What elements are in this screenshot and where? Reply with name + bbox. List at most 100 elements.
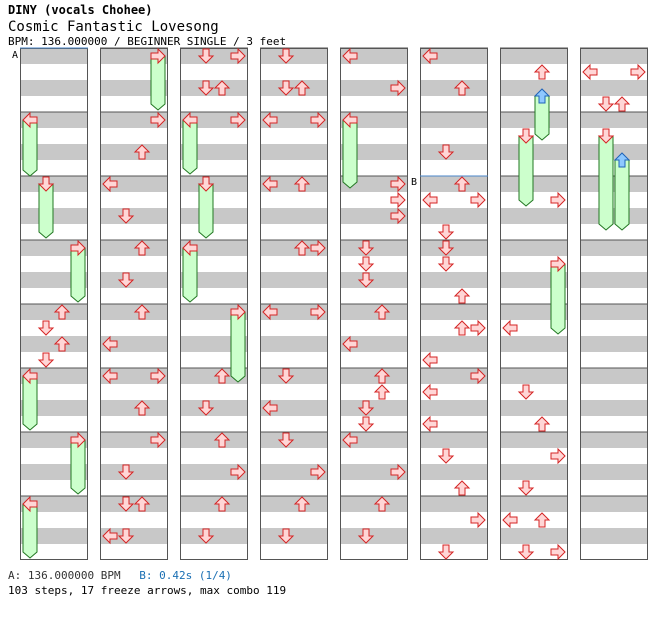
beat-stripe <box>580 400 648 416</box>
beat-stripe <box>420 304 488 320</box>
footer-bpm-b: B: 0.42s (1/4) <box>139 569 232 582</box>
beat-stripe <box>580 272 648 288</box>
beat-stripe <box>100 320 168 336</box>
beat-stripe <box>500 448 568 464</box>
beat-stripe <box>420 96 488 112</box>
left-arrow <box>22 111 38 129</box>
down-arrow <box>117 272 135 288</box>
left-arrow <box>22 495 38 513</box>
beat-stripe <box>340 352 408 368</box>
beat-stripe <box>580 128 648 144</box>
right-arrow <box>310 111 326 129</box>
down-arrow <box>597 128 615 144</box>
right-arrow <box>550 191 566 209</box>
beat-stripe <box>260 112 328 128</box>
right-arrow <box>150 47 166 65</box>
beat-stripe <box>580 256 648 272</box>
right-arrow <box>390 207 406 225</box>
up-arrow <box>613 96 631 112</box>
beat-stripe <box>500 128 568 144</box>
left-arrow <box>422 191 438 209</box>
freeze-arrow <box>22 119 38 177</box>
left-arrow <box>422 415 438 433</box>
right-arrow <box>310 463 326 481</box>
beat-stripe <box>260 224 328 240</box>
beat-stripe <box>100 224 168 240</box>
up-arrow <box>293 80 311 96</box>
beat-stripe <box>580 432 648 448</box>
left-arrow <box>102 175 118 193</box>
beat-stripe <box>260 480 328 496</box>
beat-stripe <box>20 64 88 80</box>
step-arrows <box>22 47 646 561</box>
beat-stripe <box>180 224 248 240</box>
down-arrow <box>357 528 375 544</box>
beat-stripe <box>580 48 648 64</box>
left-arrow <box>102 527 118 545</box>
left-arrow <box>582 63 598 81</box>
beat-stripe <box>20 176 88 192</box>
beat-stripe <box>580 384 648 400</box>
beat-stripe <box>340 544 408 560</box>
chart-column <box>500 47 568 560</box>
marker-a-label: A <box>12 50 18 61</box>
up-arrow <box>533 512 551 528</box>
up-arrow <box>133 496 151 512</box>
beat-stripe <box>500 144 568 160</box>
beat-stripe <box>180 464 248 480</box>
left-arrow <box>342 431 358 449</box>
beat-stripe <box>500 336 568 352</box>
right-arrow <box>230 47 246 65</box>
beat-stripe <box>420 432 488 448</box>
down-arrow <box>197 400 215 416</box>
down-arrow <box>357 416 375 432</box>
beat-stripe <box>260 528 328 544</box>
down-arrow <box>117 464 135 480</box>
beat-stripe <box>420 240 488 256</box>
beat-stripe <box>500 416 568 432</box>
beat-stripe <box>420 192 488 208</box>
left-arrow <box>422 351 438 369</box>
down-arrow <box>37 320 55 336</box>
freeze-arrow <box>342 119 358 189</box>
beat-stripe <box>500 368 568 384</box>
beat-stripe <box>500 80 568 96</box>
column-frame <box>500 48 568 560</box>
beat-stripe <box>100 496 168 512</box>
column-frame <box>340 48 408 560</box>
freeze-arrow <box>598 135 614 231</box>
beat-stripe <box>420 208 488 224</box>
freeze-arrow <box>22 375 38 431</box>
beat-stripe <box>180 80 248 96</box>
beat-stripe <box>340 480 408 496</box>
beat-stripe <box>580 416 648 432</box>
beat-stripe <box>180 208 248 224</box>
left-arrow <box>502 319 518 337</box>
chart-column <box>260 47 328 560</box>
beat-stripe <box>260 544 328 560</box>
beat-stripe <box>580 528 648 544</box>
up-arrow <box>133 304 151 320</box>
down-arrow <box>117 528 135 544</box>
beat-stripe <box>580 480 648 496</box>
beat-stripe <box>580 304 648 320</box>
beat-stripe <box>260 336 328 352</box>
beat-stripe <box>100 240 168 256</box>
down-arrow <box>277 528 295 544</box>
down-arrow <box>357 240 375 256</box>
beat-stripe <box>20 80 88 96</box>
beat-stripe <box>260 128 328 144</box>
down-arrow <box>117 496 135 512</box>
down-arrow <box>357 400 375 416</box>
down-arrow <box>197 48 215 64</box>
left-arrow <box>342 335 358 353</box>
beat-stripe <box>20 48 88 64</box>
beat-stripe <box>260 64 328 80</box>
beat-stripe <box>580 288 648 304</box>
beat-stripe <box>580 496 648 512</box>
down-arrow <box>277 432 295 448</box>
down-arrow <box>517 544 535 560</box>
up-arrow <box>453 320 471 336</box>
left-arrow <box>262 303 278 321</box>
beat-stripe <box>100 352 168 368</box>
